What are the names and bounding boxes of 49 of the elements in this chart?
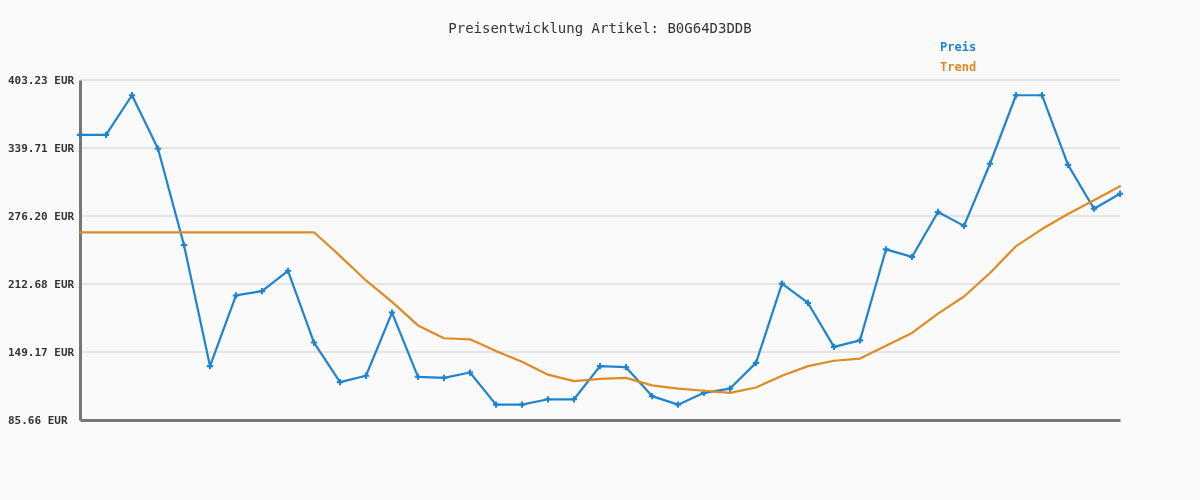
point — [856, 337, 864, 344]
point — [570, 396, 578, 403]
point — [908, 253, 916, 261]
point — [726, 385, 734, 392]
y-tick-label: 149.17 EUR — [8, 346, 75, 360]
point — [518, 401, 526, 408]
point — [232, 292, 240, 299]
point — [960, 222, 968, 229]
y-tick-label: 339.71 EUR — [8, 142, 75, 156]
text: Trend — [940, 60, 977, 74]
point — [284, 267, 292, 274]
point — [258, 288, 266, 295]
point — [440, 374, 448, 382]
point — [414, 373, 422, 380]
y-tick-label: 276.20 EUR — [8, 210, 75, 224]
text: Preis — [940, 40, 977, 54]
y-tick-label: 85.66 EUR — [8, 414, 68, 428]
point — [76, 131, 84, 138]
point — [804, 299, 812, 307]
point — [102, 131, 110, 138]
point — [310, 339, 318, 346]
y-tick-label: 212.68 EUR — [8, 278, 75, 292]
point — [934, 208, 942, 216]
point — [388, 309, 396, 316]
y-tick-label: 403.23 EUR — [8, 74, 75, 88]
point — [1064, 161, 1072, 168]
point — [882, 246, 890, 253]
point — [154, 145, 162, 152]
point — [1116, 190, 1124, 197]
point — [362, 372, 370, 379]
point — [1038, 92, 1046, 99]
point — [336, 379, 344, 386]
line-series — [78, 185, 1122, 394]
point — [648, 392, 656, 400]
point — [778, 280, 786, 287]
point — [492, 401, 500, 408]
point — [128, 92, 136, 99]
point — [674, 401, 682, 408]
point — [466, 369, 474, 376]
point — [596, 362, 604, 370]
point — [622, 364, 630, 371]
point — [830, 343, 838, 350]
point — [986, 160, 994, 167]
point — [752, 359, 760, 367]
point — [1090, 205, 1098, 212]
point — [544, 396, 552, 403]
chart-title: Preisentwicklung Artikel: B0G64D3DDB — [448, 20, 752, 36]
point — [1012, 92, 1020, 99]
point — [180, 241, 188, 249]
